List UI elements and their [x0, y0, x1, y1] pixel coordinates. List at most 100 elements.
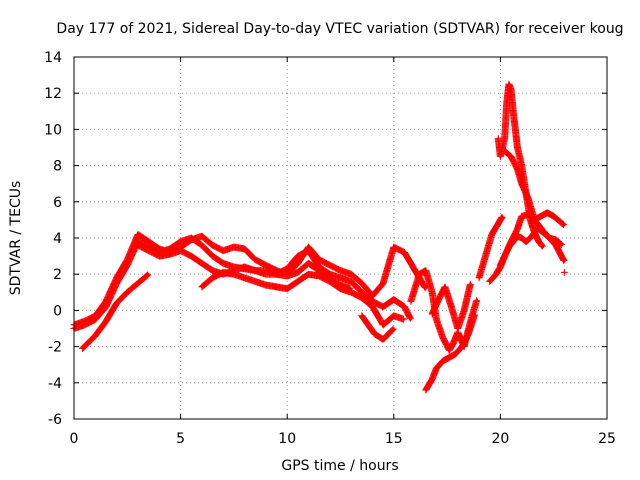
- data-point: [392, 327, 395, 330]
- data-point: [403, 251, 406, 254]
- data-point: [541, 245, 545, 249]
- data-point: [115, 276, 118, 279]
- data-point: [529, 236, 532, 240]
- data-point: [501, 215, 504, 218]
- data-point: [222, 262, 225, 265]
- y-tick-label: 14: [44, 50, 62, 66]
- data-point: [381, 282, 385, 285]
- data-point: [211, 254, 214, 258]
- data-point: [499, 263, 502, 267]
- data-point: [381, 338, 385, 341]
- data-point: [554, 244, 557, 247]
- data-point: [448, 356, 451, 359]
- data-point: [443, 285, 447, 289]
- data-point: [190, 254, 193, 258]
- data-point: [350, 291, 353, 294]
- x-axis-label: GPS time / hours: [281, 458, 398, 474]
- data-point: [392, 298, 395, 301]
- data-point: [431, 312, 434, 316]
- data-point: [441, 336, 444, 339]
- data-point: [409, 318, 413, 321]
- data-point: [286, 267, 289, 270]
- data-point: [296, 254, 300, 258]
- data-point: [83, 320, 86, 323]
- data-point: [520, 236, 523, 240]
- data-point: [475, 298, 479, 301]
- data-point: [505, 101, 508, 104]
- data-point: [509, 155, 513, 158]
- grid-lines: [74, 57, 607, 419]
- data-point: [460, 345, 464, 348]
- data-point: [558, 220, 562, 223]
- y-tick-label: -4: [48, 376, 62, 392]
- data-point: [318, 258, 321, 261]
- data-point: [243, 276, 246, 279]
- data-point: [264, 263, 268, 267]
- data-point: [286, 287, 289, 290]
- data-point: [200, 285, 204, 289]
- data-point: [469, 282, 472, 285]
- y-tick-label: 10: [44, 122, 62, 138]
- data-point: [497, 222, 500, 225]
- y-tick-label: -2: [48, 340, 62, 356]
- x-tick-label: 20: [491, 431, 509, 447]
- data-point: [158, 247, 161, 251]
- data-point: [431, 378, 434, 381]
- x-tick-label: 5: [176, 431, 185, 447]
- data-point: [115, 302, 118, 305]
- data-point: [403, 305, 406, 308]
- data-point: [350, 273, 353, 276]
- data-point: [200, 235, 204, 238]
- chart-title: Day 177 of 2021, Sidereal Day-to-day VTE…: [56, 21, 623, 37]
- x-tick-label: 0: [70, 431, 79, 447]
- data-point: [339, 287, 342, 290]
- data-point: [179, 240, 182, 243]
- series-9: [428, 280, 474, 332]
- data-point: [418, 273, 421, 276]
- data-point: [232, 273, 236, 276]
- data-point: [503, 137, 506, 140]
- data-point: [94, 314, 97, 317]
- data-point: [552, 215, 555, 218]
- data-point: [514, 128, 517, 131]
- data-point: [328, 280, 331, 283]
- data-point: [424, 287, 427, 290]
- data-point: [350, 280, 353, 283]
- data-point: [232, 245, 236, 249]
- data-point: [104, 320, 108, 323]
- data-point: [179, 249, 182, 252]
- data-point: [526, 197, 530, 200]
- data-point: [497, 137, 500, 140]
- series-5: [198, 268, 407, 329]
- y-tick-label: 8: [53, 159, 62, 175]
- data-point: [328, 263, 331, 267]
- data-point: [360, 314, 363, 317]
- data-point: [490, 233, 494, 236]
- data-point: [243, 247, 246, 251]
- data-point: [477, 276, 481, 279]
- data-point: [503, 149, 506, 153]
- y-tick-label: 12: [44, 86, 62, 102]
- data-point: [360, 296, 363, 299]
- data-point: [520, 164, 523, 167]
- data-point: [360, 282, 363, 285]
- data-point: [296, 262, 300, 265]
- data-point: [147, 273, 150, 276]
- series-14: [501, 147, 568, 264]
- data-point: [403, 318, 406, 321]
- data-point: [275, 273, 278, 276]
- data-point: [484, 254, 487, 258]
- data-point: [318, 269, 321, 272]
- data-point: [541, 229, 545, 232]
- data-point: [512, 110, 515, 113]
- data-point: [448, 349, 451, 352]
- data-point: [360, 291, 363, 294]
- data-point: [435, 367, 438, 370]
- series-15: [560, 268, 568, 276]
- data-point: [509, 240, 513, 243]
- data-point: [456, 327, 459, 330]
- data-point: [437, 298, 440, 301]
- data-point: [339, 269, 342, 272]
- series-3: [79, 271, 152, 352]
- y-tick-label: 2: [53, 267, 62, 283]
